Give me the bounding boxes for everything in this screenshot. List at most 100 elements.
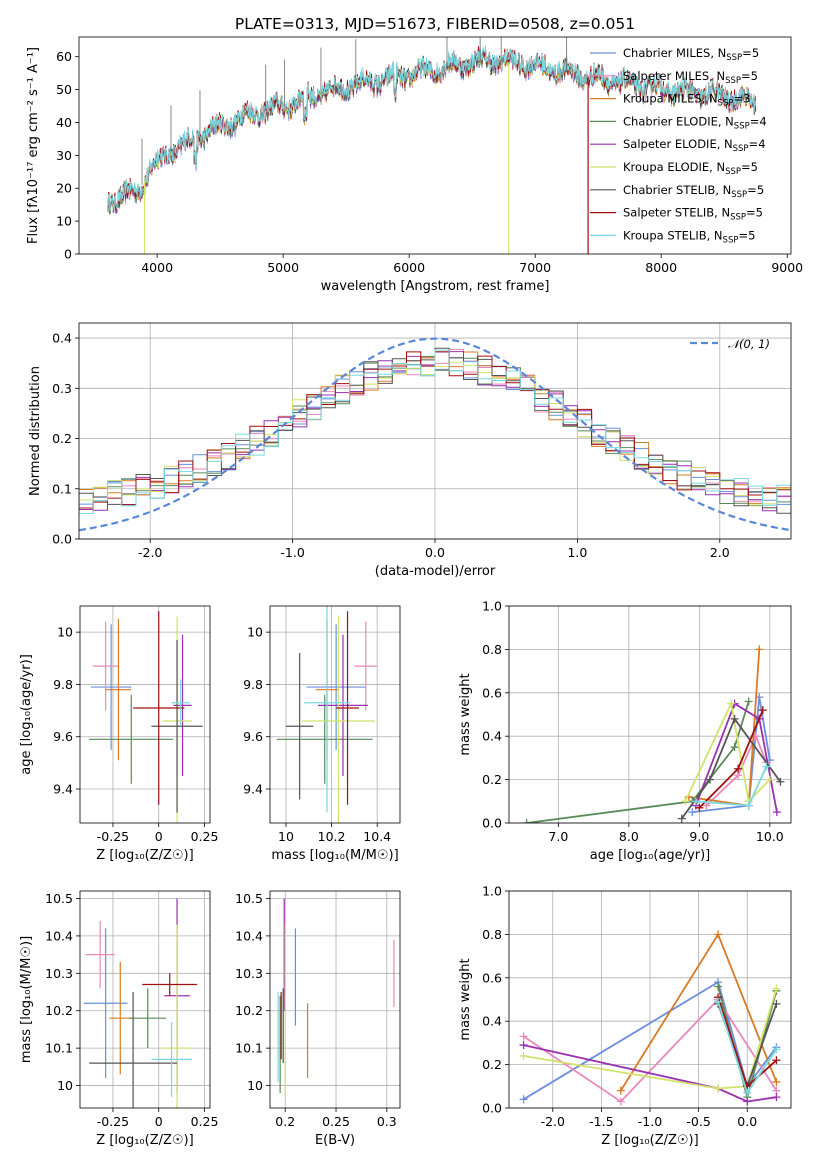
y-tick-label: 10.3 xyxy=(235,966,263,981)
x-axis-label: mass [log₁₀(M/M☉)] xyxy=(271,848,398,863)
weight-marker xyxy=(743,1088,752,1097)
x-tick-label: 1.0 xyxy=(567,545,587,560)
weight-marker xyxy=(743,1097,752,1106)
x-tick-label: 10 xyxy=(278,829,294,844)
weight-marker xyxy=(519,1041,528,1050)
legend-eq: = xyxy=(741,160,751,174)
x-tick-label: 0.2 xyxy=(275,1114,295,1129)
legend-entry: Kroupa ELODIE, NSSP=5 xyxy=(623,160,758,177)
legend-entry: Kroupa MILES, NSSP=3 xyxy=(623,92,750,109)
residual-legend: 𝒩(0, 1) xyxy=(690,337,770,351)
weight-marker xyxy=(772,808,781,817)
axes-residuals: -2.0 -1.0 0.0 1.0 2.0 0.0 0.1 0.2 0.3 0.4 (data-mo… xyxy=(28,322,792,579)
normal-curve xyxy=(79,337,791,532)
weight-marker xyxy=(772,1056,781,1065)
legend-n: 3 xyxy=(743,92,750,106)
x-axis-label: E(B-V) xyxy=(315,1133,355,1148)
x-tick-label: -1.0 xyxy=(280,545,304,560)
weight-marker xyxy=(695,803,704,812)
y-tick-label: 0 xyxy=(64,247,72,262)
x-tick-label: 10.2 xyxy=(318,829,346,844)
x-tick-label: 2.0 xyxy=(710,545,730,560)
weight-marker xyxy=(744,801,753,810)
weight-marker xyxy=(744,697,753,706)
weight-marker xyxy=(772,1093,781,1102)
weight-marker xyxy=(765,775,774,784)
x-tick-label: 0.3 xyxy=(377,1114,397,1129)
legend-sub: SSP xyxy=(731,190,747,200)
y-tick-label: 10.3 xyxy=(45,966,73,981)
x-tick-label: 0.0 xyxy=(737,1114,757,1129)
axes-frame xyxy=(508,890,792,1109)
y-tick-label: 0.0 xyxy=(52,532,72,547)
axes-frame xyxy=(79,890,211,1109)
y-tick-label: 40 xyxy=(56,115,72,130)
weight-line xyxy=(523,998,778,1103)
weight-marker xyxy=(772,999,781,1008)
axes-frame xyxy=(78,322,792,540)
weight-line xyxy=(692,696,771,813)
legend-entry: Chabrier MILES, NSSP=5 xyxy=(623,46,759,63)
x-tick-label: 5000 xyxy=(267,260,299,275)
legend-text: Kroupa STELIB, N xyxy=(623,228,723,242)
weight-line xyxy=(705,733,768,807)
legend-text: Salpeter ELODIE, N xyxy=(623,137,733,151)
x-tick-label: 0.25 xyxy=(322,1114,350,1129)
y-tick-label: 0.2 xyxy=(482,1057,502,1072)
legend-entry: Salpeter MILES, NSSP=5 xyxy=(623,69,758,86)
weight-marker xyxy=(714,930,723,939)
weight-marker xyxy=(714,997,723,1006)
y-tick-label: 0.2 xyxy=(482,772,502,787)
weight-marker xyxy=(519,1032,528,1041)
weight-marker xyxy=(522,819,531,823)
y-tick-label: 30 xyxy=(56,148,72,163)
y-tick-label: 10.4 xyxy=(235,928,263,943)
x-tick-label: 0.25 xyxy=(191,829,219,844)
y-tick-label: 9.8 xyxy=(243,677,263,692)
x-axis-label: Z [log₁₀(Z/Z☉)] xyxy=(96,1133,193,1148)
y-tick-label: 10.1 xyxy=(45,1041,73,1056)
plot-area xyxy=(522,645,785,823)
y-tick-label: 60 xyxy=(56,49,72,64)
axes-weight_vs_age: 7.0 8.0 9.0 10.0 0.0 0.2 0.4 0.6 0.8 1.0 age [log₁… xyxy=(458,599,792,863)
axes-age_vs_mass: 10 10.2 10.4 9.4 9.6 9.8 10 mass [log₁₀(M/M☉)] xyxy=(243,605,401,863)
legend-text: Salpeter STELIB, N xyxy=(623,206,730,220)
weight-marker xyxy=(734,764,743,773)
legend-text: Chabrier ELODIE, N xyxy=(623,114,734,128)
weight-marker xyxy=(681,797,690,806)
legend-sub: SSP xyxy=(723,235,739,245)
x-tick-label: -2.0 xyxy=(541,1114,565,1129)
y-tick-label: 0.4 xyxy=(52,331,72,346)
weight-marker xyxy=(730,714,739,723)
axes-frame xyxy=(79,605,211,824)
weight-marker xyxy=(758,706,767,715)
weight-marker xyxy=(772,1045,781,1054)
legend-entry: Chabrier ELODIE, NSSP=4 xyxy=(623,114,767,131)
y-tick-label: 0.0 xyxy=(482,1101,502,1116)
y-tick-label: 0.3 xyxy=(52,381,72,396)
legend-eq: = xyxy=(750,114,760,128)
y-tick-label: 0.6 xyxy=(482,970,502,985)
plot-area xyxy=(107,37,757,254)
x-tick-label: 0 xyxy=(155,1114,163,1129)
y-tick-label: 10 xyxy=(247,625,263,640)
y-tick-label: 0.4 xyxy=(482,1014,502,1029)
figure-title: PLATE=0313, MJD=51673, FIBERID=0508, z=0… xyxy=(235,15,635,33)
legend-text: Kroupa ELODIE, N xyxy=(623,160,725,174)
legend-n: 4 xyxy=(759,114,766,128)
legend-eq: = xyxy=(738,228,748,242)
weight-line xyxy=(523,988,778,1090)
x-tick-label: 10.4 xyxy=(363,829,391,844)
legend-eq: = xyxy=(741,69,751,83)
y-tick-label: 0.0 xyxy=(482,816,502,831)
histogram-step xyxy=(79,349,791,514)
legend-sub: SSP xyxy=(725,167,741,177)
legend-eq: = xyxy=(742,46,752,60)
plot-area xyxy=(89,611,203,823)
legend-n: 4 xyxy=(758,137,765,151)
weight-marker xyxy=(616,1097,625,1106)
y-tick-label: 1.0 xyxy=(482,599,502,614)
legend-n: 5 xyxy=(757,183,764,197)
y-axis-label: Flux [fλ10⁻¹⁷ erg cm⁻² s⁻¹ A⁻¹] xyxy=(26,47,41,244)
plot-area xyxy=(519,930,781,1106)
